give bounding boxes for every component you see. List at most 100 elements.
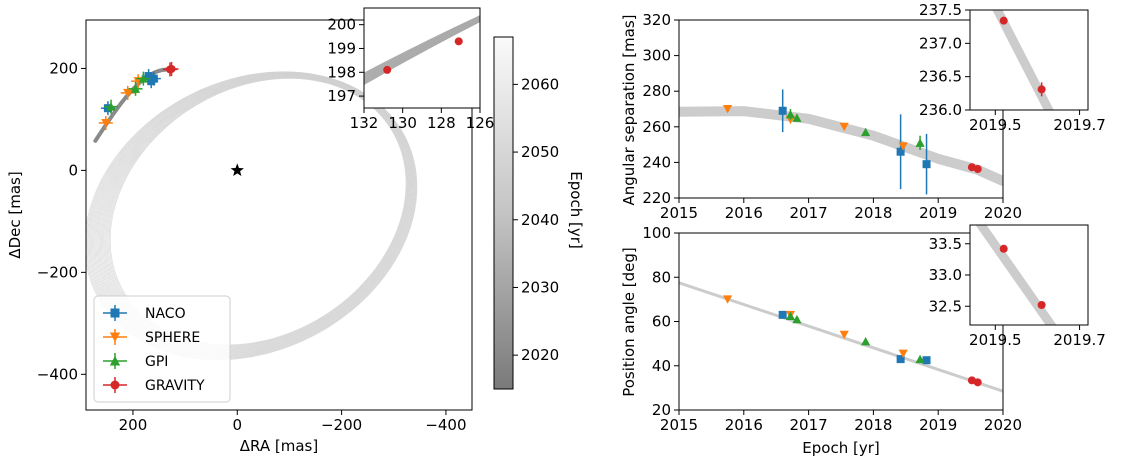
separation-inset-x-tick-label: 2019.7 xyxy=(1053,116,1106,134)
orbit-inset-x-tick-label: 126 xyxy=(466,114,495,132)
position-angle-x-tick-label: 2017 xyxy=(790,416,828,434)
position-angle-point-sphere xyxy=(723,295,733,304)
separation-model-band xyxy=(679,106,1003,187)
colorbar-tick-label: 2040 xyxy=(521,211,559,229)
position-angle-point-gpi xyxy=(785,311,796,320)
orbit-track xyxy=(109,78,407,346)
position-angle-inset-model-band xyxy=(975,225,1057,325)
orbit-track xyxy=(97,74,412,353)
separation-y-tick-label: 240 xyxy=(642,153,671,171)
legend-marker-gravity xyxy=(110,380,120,390)
colorbar-tick-label: 2020 xyxy=(521,346,559,364)
orbit-inset-bg xyxy=(364,8,480,108)
position-angle-y-tick-label: 80 xyxy=(652,268,671,286)
separation-point-sphere xyxy=(898,142,908,151)
separation-y-tick-label: 320 xyxy=(642,11,671,29)
orbit-y-tick-label: 200 xyxy=(49,59,78,77)
orbit-inset-x-tick-label: 132 xyxy=(350,114,379,132)
separation-panel: 2015 2016 2017 2018 2019 2020 220 240 260 280 300… xyxy=(620,1,1106,222)
orbit-track xyxy=(88,72,416,358)
separation-point-naco xyxy=(778,106,787,115)
legend-label-gpi: GPI xyxy=(145,354,168,370)
orbit-star-group xyxy=(230,163,244,177)
orbit-y-ticks: 200 0 −200 −400 xyxy=(37,59,86,383)
orbit-inset-y-tick-label: 200 xyxy=(327,16,356,34)
orbit-x-tick-label: −400 xyxy=(425,416,466,434)
position-angle-inset-x-tick-label: 2019.7 xyxy=(1053,331,1106,349)
separation-y-tick-label: 280 xyxy=(642,82,671,100)
separation-model xyxy=(679,106,1003,187)
separation-point-gravity xyxy=(973,164,982,173)
position-angle-y-tick-label: 40 xyxy=(652,357,671,375)
orbit-point-naco xyxy=(147,77,156,86)
orbit-y-label: ΔDec [mas] xyxy=(6,171,24,258)
separation-x-tick-label: 2020 xyxy=(984,204,1022,222)
separation-point-gpi xyxy=(785,109,796,119)
orbit-x-label: ΔRA [mas] xyxy=(240,437,318,455)
orbit-point-gpi xyxy=(106,102,116,111)
separation-inset-y-tick-label: 237.0 xyxy=(919,34,962,52)
separation-point-naco xyxy=(896,147,905,156)
position-angle-points xyxy=(723,295,982,387)
orbit-inset-curves xyxy=(364,15,480,86)
orbit-x-tick-label: −200 xyxy=(321,416,362,434)
legend-label-naco: NACO xyxy=(145,306,186,322)
separation-y-tick-label: 220 xyxy=(642,189,671,207)
position-angle-point-gpi xyxy=(792,314,802,324)
orbit-track xyxy=(101,75,411,351)
position-angle-point-gpi xyxy=(915,354,925,364)
orbit-track xyxy=(86,71,417,360)
orbit-y-tick-label: −400 xyxy=(37,365,78,383)
position-angle-inset-ticks: 2019.5 2019.7 32.5 33.0 33.5 xyxy=(929,235,1106,349)
orbit-track xyxy=(94,73,413,355)
position-angle-x-tick-label: 2016 xyxy=(725,416,763,434)
position-angle-frame xyxy=(678,232,1004,411)
separation-x-tick-label: 2017 xyxy=(790,204,828,222)
separation-point-gpi xyxy=(915,138,925,147)
position-angle-x-tick-label: 2019 xyxy=(919,416,957,434)
position-angle-y-label: Position angle [deg] xyxy=(620,247,638,397)
orbit-panel: 200 0 −200 −400 200 0 −200 −400 ΔRA [mas] ΔDec… xyxy=(6,7,585,455)
separation-inset: 2019.5 2019.7 236.0 236.5 237.0 237.5 xyxy=(919,1,1106,134)
separation-x-ticks: 2015 2016 2017 2018 2019 2020 xyxy=(660,198,1022,222)
orbit-inset-ticks: 132 130 128 126 197 198 199 200 xyxy=(327,16,494,132)
legend-marker-sphere xyxy=(109,332,121,342)
position-angle-inset-model xyxy=(975,225,1057,325)
separation-point-sphere xyxy=(723,105,733,114)
orbit-inset-y-tick-label: 198 xyxy=(327,63,356,81)
position-angle-point-naco xyxy=(922,356,931,365)
separation-y-label: Angular separation [mas] xyxy=(620,14,638,205)
inset-gravity-point xyxy=(454,37,463,46)
separation-x-tick-label: 2015 xyxy=(660,204,698,222)
position-angle-inset-y-tick-label: 32.5 xyxy=(929,297,962,315)
colorbar-bar xyxy=(493,36,514,390)
orbit-inset-x-tick-label: 128 xyxy=(427,114,456,132)
separation-y-ticks: 220 240 260 280 300 320 xyxy=(642,11,679,207)
position-angle-y-tick-label: 20 xyxy=(652,401,671,419)
position-angle-point-naco xyxy=(896,355,905,364)
separation-y-tick-label: 260 xyxy=(642,118,671,136)
orbit-inset-frame xyxy=(363,7,481,109)
orbit-inset-x-tick-label: 130 xyxy=(388,114,417,132)
separation-point-naco xyxy=(922,160,931,169)
orbit-point-gpi xyxy=(130,84,141,93)
separation-inset-model-band xyxy=(992,10,1054,110)
legend-label-sphere: SPHERE xyxy=(145,330,200,346)
orbit-y-tick-label: 0 xyxy=(68,161,78,179)
separation-point-gpi xyxy=(792,113,802,122)
separation-inset-x-tick-label: 2019.5 xyxy=(969,116,1022,134)
separation-x-tick-label: 2018 xyxy=(854,204,892,222)
separation-y-tick-label: 300 xyxy=(642,47,671,65)
inset-orbit-track xyxy=(364,15,480,74)
separation-points xyxy=(723,89,982,195)
position-angle-inset: 2019.5 2019.7 32.5 33.0 33.5 xyxy=(929,224,1106,349)
position-angle-inset-points xyxy=(999,244,1046,309)
separation-point-sphere xyxy=(839,122,849,132)
position-angle-inset-x-tick-label: 2019.5 xyxy=(969,331,1022,349)
colorbar-tick-label: 2050 xyxy=(521,143,559,161)
orbit-x-ticks: 200 0 −200 −400 xyxy=(119,410,467,434)
orbit-x-tick-label: 200 xyxy=(119,416,148,434)
position-angle-point-sphere xyxy=(839,330,849,340)
orbit-frame xyxy=(85,19,473,411)
